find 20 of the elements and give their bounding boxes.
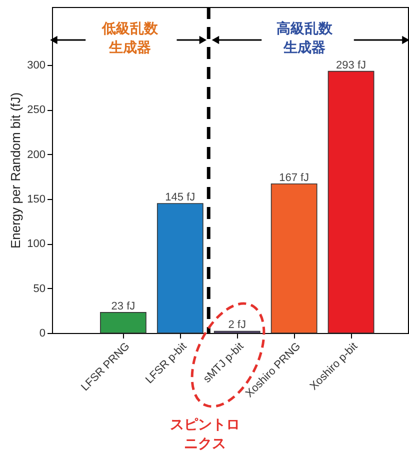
y-tick-label: 100 <box>27 238 46 250</box>
data-label: 145 fJ <box>165 191 196 204</box>
data-label: 2 fJ <box>228 319 246 332</box>
y-tick-label: 200 <box>27 148 46 161</box>
y-axis-title: Energy per Random bit (fJ) <box>8 92 24 249</box>
bar <box>328 70 374 334</box>
y-tick-label: 300 <box>27 60 46 72</box>
y-tick-label: 50 <box>33 282 46 295</box>
data-label: 23 fJ <box>111 300 136 312</box>
y-tick-label: 0 <box>39 328 46 340</box>
text: スピントロニクス <box>170 416 240 451</box>
bar <box>100 312 146 334</box>
y-tick-label: 250 <box>27 104 46 116</box>
bar <box>270 183 318 334</box>
annotation: 高級乱数生成器 <box>276 20 334 55</box>
data-label: 293 fJ <box>336 59 366 72</box>
bar <box>156 203 204 334</box>
data-label: 167 fJ <box>279 172 310 184</box>
y-tick-label: 150 <box>27 194 46 206</box>
annotation: 低級乱数生成器 <box>101 20 160 55</box>
